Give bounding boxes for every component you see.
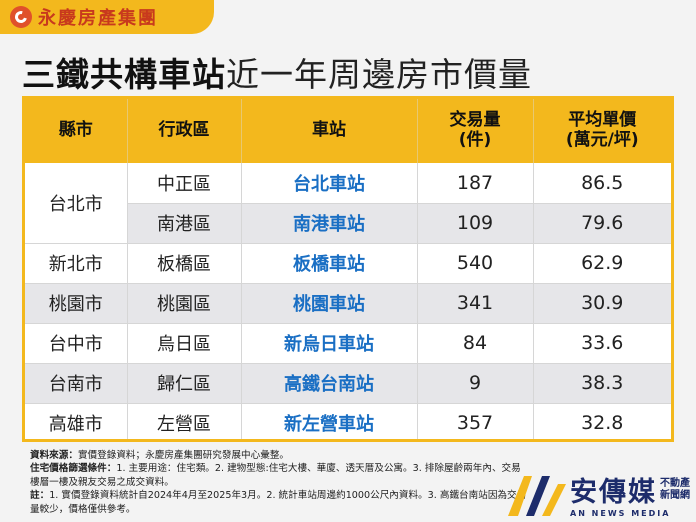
county-cell: 台北市	[25, 163, 128, 244]
watermark-sub: AN NEWS MEDIA	[570, 509, 671, 518]
title-bold: 三鐵共構車站	[22, 55, 226, 94]
station-cell: 板橋車站	[241, 243, 418, 284]
brand-logo-icon	[10, 6, 32, 28]
watermark-side-2: 新聞網	[660, 489, 690, 501]
volume-cell: 84	[417, 323, 534, 364]
price-cell: 86.5	[533, 163, 671, 204]
stat-note-cont: 量較少，價格僅供參考。	[30, 503, 136, 515]
header-county: 縣市	[25, 99, 128, 163]
price-cell: 62.9	[533, 243, 671, 284]
header-district: 行政區	[127, 99, 242, 163]
price-cell: 30.9	[533, 283, 671, 324]
table-row: 南港區 南港車站 109 79.6	[25, 203, 671, 244]
header-station: 車站	[241, 99, 418, 163]
price-cell: 32.8	[533, 403, 671, 439]
filter-note-cont: 樓層一樓及親友交易之成交資料。	[30, 476, 174, 488]
district-cell: 烏日區	[127, 323, 242, 364]
station-cell: 台北車站	[241, 163, 418, 204]
station-cell: 南港車站	[241, 203, 418, 244]
district-cell: 左營區	[127, 403, 242, 439]
station-cell: 新左營車站	[241, 403, 418, 439]
district-cell: 桃園區	[127, 283, 242, 324]
volume-cell: 109	[417, 203, 534, 244]
price-table: 縣市 行政區 車站 交易量 (件) 平均單價 (萬元/坪) 台北市 中正區 台北車站…	[25, 99, 671, 439]
table-row: 桃園市 桃園區 桃園車站 341 30.9	[25, 283, 671, 324]
price-cell: 38.3	[533, 363, 671, 404]
district-cell: 歸仁區	[127, 363, 242, 404]
header-volume: 交易量 (件)	[417, 99, 534, 163]
price-cell: 79.6	[533, 203, 671, 244]
watermark-logo: 安傳媒 不動產 新聞網 AN NEWS MEDIA	[506, 470, 690, 518]
county-cell: 台中市	[25, 323, 128, 364]
county-cell: 高雄市	[25, 403, 128, 439]
price-table-frame: 縣市 行政區 車站 交易量 (件) 平均單價 (萬元/坪) 台北市 中正區 台北車站…	[22, 96, 674, 442]
table-row: 高雄市 左營區 新左營車站 357 32.8	[25, 403, 671, 439]
volume-cell: 357	[417, 403, 534, 439]
volume-cell: 9	[417, 363, 534, 404]
brand-name: 永慶房產集團	[38, 8, 158, 29]
table-header-row: 縣市 行政區 車站 交易量 (件) 平均單價 (萬元/坪)	[25, 99, 671, 163]
volume-cell: 341	[417, 283, 534, 324]
district-cell: 板橋區	[127, 243, 242, 284]
an-news-media-logo-icon	[508, 476, 566, 516]
page-title: 三鐵共構車站近一年周邊房市價量	[22, 48, 532, 96]
county-cell: 台南市	[25, 363, 128, 404]
table-row: 新北市 板橋區 板橋車站 540 62.9	[25, 243, 671, 284]
filter-note: 住宅價格篩選條件：1. 主要用途：住宅類。2. 建物型態:住宅大樓、華廈、透天厝…	[30, 463, 521, 475]
table-row: 台北市 中正區 台北車站 187 86.5	[25, 163, 671, 244]
footnotes: 資料來源：實價登錄資料；永慶房產集團研究發展中心彙整。 住宅價格篩選條件：1. …	[30, 449, 670, 516]
station-cell: 桃園車站	[241, 283, 418, 324]
price-cell: 33.6	[533, 323, 671, 364]
table-row: 台南市 歸仁區 高鐵台南站 9 38.3	[25, 363, 671, 404]
watermark-side-1: 不動產	[660, 477, 690, 489]
source-note: 資料來源：實價登錄資料；永慶房產集團研究發展中心彙整。	[30, 450, 290, 461]
volume-cell: 187	[417, 163, 534, 204]
station-cell: 新烏日車站	[241, 323, 418, 364]
district-cell: 南港區	[127, 203, 242, 244]
watermark-main: 安傳媒	[570, 477, 657, 508]
volume-cell: 540	[417, 243, 534, 284]
county-cell: 新北市	[25, 243, 128, 284]
title-light: 近一年周邊房市價量	[226, 55, 532, 94]
station-cell: 高鐵台南站	[241, 363, 418, 404]
stat-note: 註：1. 實價登錄資料統計自2024年4月至2025年3月。2. 統計車站周邊約…	[30, 490, 527, 502]
table-row: 台中市 烏日區 新烏日車站 84 33.6	[25, 323, 671, 364]
district-cell: 中正區	[127, 163, 242, 204]
brand-badge: 永慶房產集團	[0, 0, 214, 34]
county-cell: 桃園市	[25, 283, 128, 324]
header-price: 平均單價 (萬元/坪)	[533, 99, 671, 163]
